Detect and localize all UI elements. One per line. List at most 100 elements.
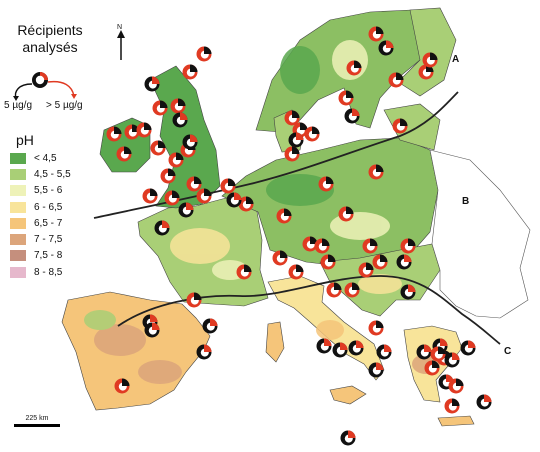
ph-class-item: < 4,5 [10, 150, 71, 166]
sample-marker [202, 318, 218, 334]
sample-marker [326, 282, 342, 298]
land-sicily [329, 385, 367, 405]
ph-class-label: 7 - 7,5 [34, 234, 63, 246]
ph-swatch [10, 266, 26, 278]
sample-marker [332, 342, 348, 358]
sample-marker [152, 100, 168, 116]
sample-marker [444, 398, 460, 414]
ph-legend: < 4,5 4,5 - 5,5 5,5 - 6 6 - 6,5 6,5 - 7 … [10, 150, 71, 280]
sample-marker [396, 254, 412, 270]
sample-marker [378, 40, 394, 56]
land-crete [437, 415, 475, 427]
sample-marker [448, 378, 464, 394]
scale-bar-line [14, 424, 60, 427]
zone-label-b: B [462, 196, 470, 207]
ph-class-label: 6,5 - 7 [34, 217, 63, 229]
sample-marker [368, 362, 384, 378]
rule-high-label: > 5 µg/g [46, 100, 83, 111]
ph-swatch [10, 217, 26, 229]
sample-marker [316, 338, 332, 354]
sample-marker [314, 238, 330, 254]
sample-marker [186, 292, 202, 308]
ph-class-item: 6,5 - 7 [10, 215, 71, 231]
ph-swatch [10, 234, 26, 246]
sample-marker [196, 46, 212, 62]
scale-bar: 225 km [14, 415, 60, 427]
ph-swatch [10, 201, 26, 213]
sample-marker [344, 108, 360, 124]
sample-marker [178, 202, 194, 218]
ph-swatch [10, 250, 26, 262]
sample-marker [358, 262, 374, 278]
sample-marker [422, 52, 438, 68]
sample-marker [226, 192, 242, 208]
sample-marker [304, 126, 320, 142]
sample-marker [340, 430, 356, 446]
sample-marker [348, 340, 364, 356]
sample-marker [186, 176, 202, 192]
ph-class-item: 4,5 - 5,5 [10, 166, 71, 182]
ph-patches [84, 40, 440, 384]
legend-rule-arrows [13, 72, 77, 101]
sample-marker [276, 208, 292, 224]
ph-class-label: 4,5 - 5,5 [34, 168, 71, 180]
scale-label: 225 km [25, 415, 49, 422]
ph-class-label: 5,5 - 6 [34, 185, 63, 197]
sample-marker [142, 188, 158, 204]
sample-marker [196, 344, 212, 360]
sample-marker [320, 254, 336, 270]
ph-class-label: 8 - 8,5 [34, 266, 63, 278]
sample-marker [444, 352, 460, 368]
sample-marker [368, 26, 384, 42]
sample-marker [430, 346, 446, 362]
sample-marker [368, 164, 384, 180]
sample-marker [338, 206, 354, 222]
north-arrow-icon [117, 30, 125, 60]
ph-swatch [10, 185, 26, 197]
ph-class-item: 7,5 - 8 [10, 248, 71, 264]
sample-marker [144, 76, 160, 92]
land-baltic [383, 103, 441, 151]
sample-marker [424, 360, 440, 376]
sample-marker [460, 340, 476, 356]
sample-marker [182, 64, 198, 80]
ph-swatch [10, 168, 26, 180]
sample-marker [154, 220, 170, 236]
sample-marker [346, 60, 362, 76]
sample-marker [476, 394, 492, 410]
sample-marker [144, 322, 160, 338]
sample-marker [150, 140, 166, 156]
sample-marker [170, 98, 186, 114]
sample-marker [372, 254, 388, 270]
ph-class-label: < 4,5 [34, 152, 57, 164]
ph-class-item: 5,5 - 6 [10, 183, 71, 199]
sample-marker [338, 90, 354, 106]
sample-marker [288, 132, 304, 148]
sample-marker [284, 110, 300, 126]
zone-label-a: A [452, 54, 460, 65]
sample-marker [284, 146, 300, 162]
sample-marker [344, 282, 360, 298]
sample-marker [136, 122, 152, 138]
sample-marker [288, 264, 304, 280]
sample-marker [116, 146, 132, 162]
sample-marker [124, 124, 140, 140]
sample-marker [106, 126, 122, 142]
sample-marker [416, 344, 432, 360]
north-label: N [117, 24, 123, 31]
sample-marker [160, 168, 176, 184]
ph-class-label: 6 - 6,5 [34, 201, 63, 213]
sample-marker [238, 196, 254, 212]
ph-legend-title: pH [16, 132, 34, 148]
sample-marker [172, 112, 188, 128]
sample-marker [196, 188, 212, 204]
land-unsampled-east [429, 149, 531, 319]
sample-marker [388, 72, 404, 88]
sample-marker [272, 250, 288, 266]
land-finland [397, 7, 457, 97]
rule-low-label: 5 µg/g [4, 100, 33, 111]
sample-marker [400, 238, 416, 254]
sample-marker [236, 264, 252, 280]
sample-marker [392, 118, 408, 134]
